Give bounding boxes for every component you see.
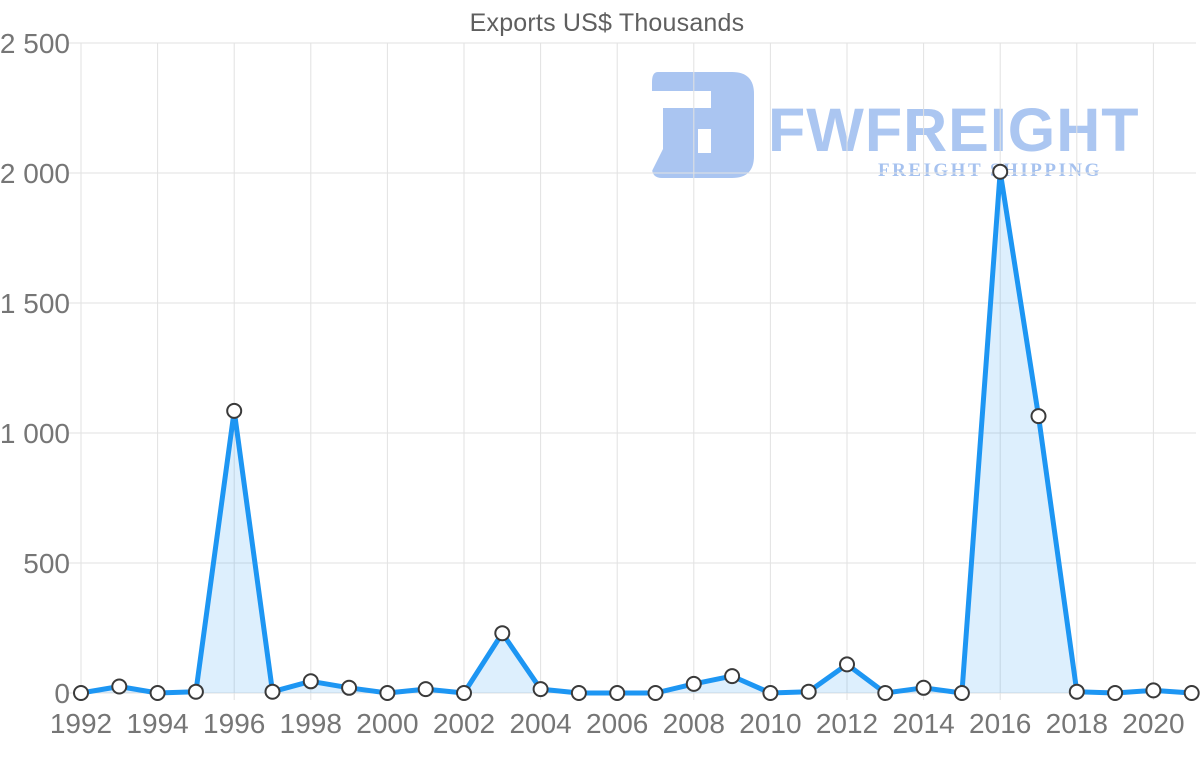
x-axis-label-2018: 2018 [1046,708,1108,739]
x-axis-label-2020: 2020 [1122,708,1184,739]
y-axis-label-500: 500 [23,548,70,579]
x-axis-label-1992: 1992 [50,708,112,739]
data-point-2014[interactable] [915,679,932,696]
data-point-2008[interactable] [685,675,702,692]
x-axis-label-2004: 2004 [509,708,571,739]
data-point-2013[interactable] [877,685,894,701]
data-point-1994[interactable] [149,685,166,701]
x-axis-label-1994: 1994 [126,708,188,739]
y-axis-label-1500: 1 500 [0,288,70,319]
data-point-2016[interactable] [992,163,1009,180]
x-axis-label-2006: 2006 [586,708,648,739]
chart-title: Exports US$ Thousands [469,9,745,37]
x-axis-label-2016: 2016 [969,708,1031,739]
data-point-2001[interactable] [417,681,434,698]
data-point-1997[interactable] [264,683,281,700]
data-point-2003[interactable] [494,625,511,642]
data-point-1999[interactable] [341,679,358,696]
data-point-2006[interactable] [609,685,626,701]
data-point-2005[interactable] [570,685,587,701]
data-point-1998[interactable] [302,673,319,690]
data-point-2017[interactable] [1030,408,1047,425]
data-point-1996[interactable] [226,402,243,419]
fwfreight-logo-icon [652,72,754,178]
data-point-1995[interactable] [187,683,204,700]
series-line [78,169,1195,696]
series-area-fill [81,171,1192,693]
data-point-2015[interactable] [953,685,970,701]
data-point-2021[interactable] [1183,685,1200,701]
x-axis-label-2000: 2000 [356,708,418,739]
x-axis-label-1998: 1998 [280,708,342,739]
y-axis-label-2000: 2 000 [0,158,70,189]
data-point-2009[interactable] [724,668,741,685]
data-point-2004[interactable] [532,681,549,698]
y-axis-label-0: 0 [54,678,70,709]
data-point-2020[interactable] [1145,682,1162,699]
data-point-2018[interactable] [1068,683,1085,700]
fwfreight-tagline-text: FREIGHT SHIPPING [878,160,1102,181]
data-point-1992[interactable] [73,685,89,701]
x-axis-label-1996: 1996 [203,708,265,739]
y-axis-label-2500: 2 500 [0,28,70,59]
x-axis-label-2010: 2010 [739,708,801,739]
data-point-2012[interactable] [839,656,855,673]
x-axis-label-2014: 2014 [892,708,954,739]
data-point-2007[interactable] [647,685,664,701]
data-point-2000[interactable] [379,685,396,701]
y-axis-label-1000: 1 000 [0,418,70,449]
x-axis-label-2002: 2002 [433,708,495,739]
data-point-2010[interactable] [762,685,779,701]
x-axis-label-2012: 2012 [816,708,878,739]
data-point-2019[interactable] [1107,685,1124,701]
data-point-2002[interactable] [456,685,472,701]
data-point-2011[interactable] [800,683,817,700]
data-point-1993[interactable] [111,678,128,695]
x-axis-label-2008: 2008 [663,708,725,739]
